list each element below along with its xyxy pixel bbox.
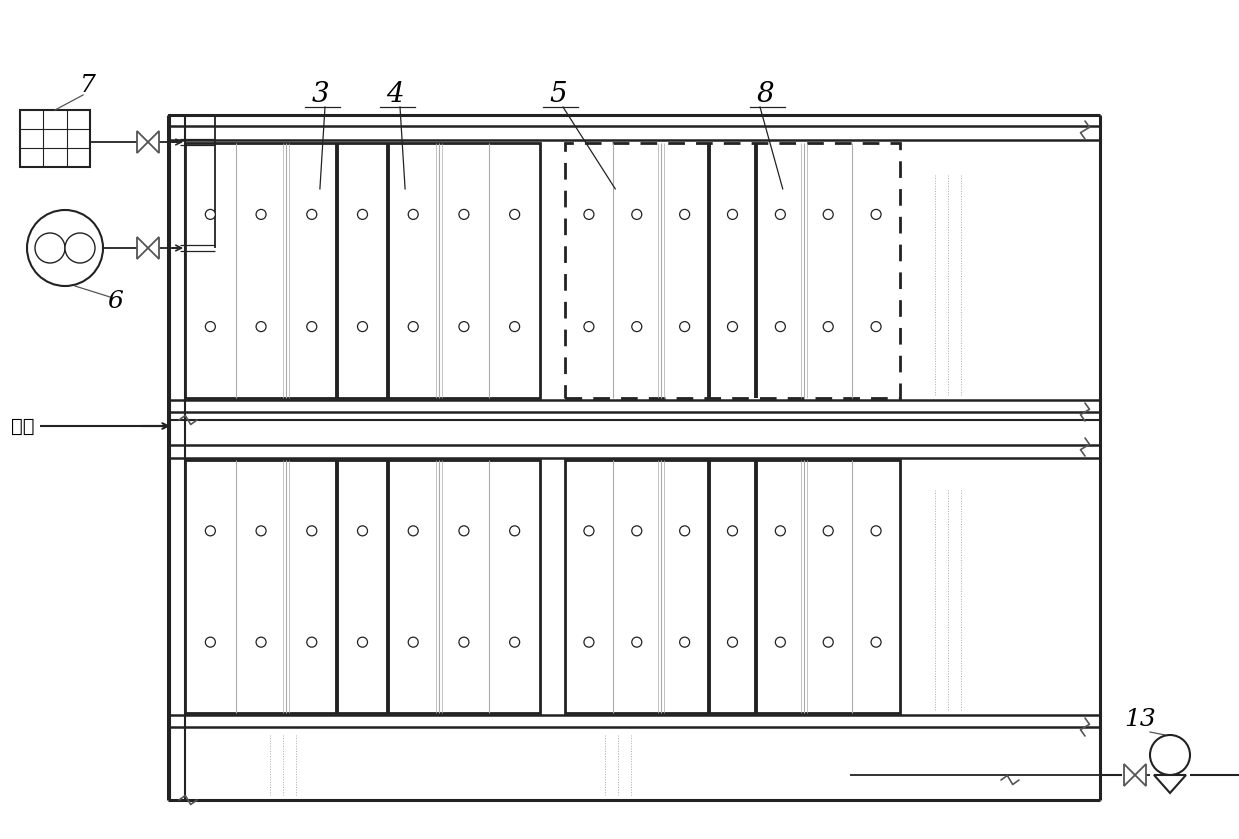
- Circle shape: [509, 526, 519, 536]
- Circle shape: [727, 210, 737, 220]
- Circle shape: [776, 526, 786, 536]
- Text: 6: 6: [107, 290, 123, 314]
- Circle shape: [823, 210, 833, 220]
- Circle shape: [776, 637, 786, 647]
- Circle shape: [776, 210, 786, 220]
- Circle shape: [632, 637, 642, 647]
- Bar: [185, 143, 540, 398]
- Circle shape: [206, 526, 216, 536]
- Circle shape: [458, 210, 468, 220]
- Circle shape: [823, 526, 833, 536]
- Circle shape: [632, 210, 642, 220]
- Circle shape: [307, 321, 317, 331]
- Text: 3: 3: [311, 81, 328, 108]
- Bar: [565, 143, 900, 398]
- Circle shape: [206, 210, 216, 220]
- Circle shape: [64, 233, 95, 263]
- Circle shape: [727, 526, 737, 536]
- Polygon shape: [1124, 764, 1146, 786]
- Circle shape: [871, 637, 881, 647]
- Circle shape: [680, 526, 690, 536]
- Text: 13: 13: [1124, 708, 1156, 732]
- Polygon shape: [138, 237, 159, 259]
- Text: 5: 5: [549, 81, 566, 108]
- Circle shape: [27, 210, 103, 286]
- Circle shape: [458, 526, 468, 536]
- Bar: [565, 460, 900, 713]
- Polygon shape: [138, 131, 159, 153]
- Circle shape: [632, 526, 642, 536]
- Circle shape: [727, 637, 737, 647]
- Circle shape: [632, 321, 642, 331]
- Circle shape: [408, 526, 419, 536]
- Circle shape: [256, 210, 266, 220]
- Text: 8: 8: [756, 81, 774, 108]
- Circle shape: [871, 526, 881, 536]
- Circle shape: [823, 637, 833, 647]
- Circle shape: [584, 637, 593, 647]
- Circle shape: [408, 210, 419, 220]
- Circle shape: [584, 526, 593, 536]
- Circle shape: [509, 321, 519, 331]
- Circle shape: [408, 637, 419, 647]
- Text: 进水: 进水: [11, 416, 35, 435]
- Bar: [185, 460, 540, 713]
- Circle shape: [1150, 735, 1189, 775]
- Text: 4: 4: [387, 81, 404, 108]
- Circle shape: [509, 637, 519, 647]
- Circle shape: [584, 210, 593, 220]
- Circle shape: [358, 637, 368, 647]
- Circle shape: [256, 321, 266, 331]
- Circle shape: [680, 210, 690, 220]
- Circle shape: [256, 526, 266, 536]
- Circle shape: [256, 637, 266, 647]
- Circle shape: [458, 637, 468, 647]
- Polygon shape: [1154, 775, 1186, 793]
- Circle shape: [307, 526, 317, 536]
- Circle shape: [584, 321, 593, 331]
- Circle shape: [680, 321, 690, 331]
- Circle shape: [727, 321, 737, 331]
- Circle shape: [823, 321, 833, 331]
- Circle shape: [358, 321, 368, 331]
- Circle shape: [408, 321, 419, 331]
- Circle shape: [871, 321, 881, 331]
- Circle shape: [206, 321, 216, 331]
- Circle shape: [458, 321, 468, 331]
- Circle shape: [307, 210, 317, 220]
- Circle shape: [358, 210, 368, 220]
- Circle shape: [871, 210, 881, 220]
- Circle shape: [680, 637, 690, 647]
- Circle shape: [509, 210, 519, 220]
- Circle shape: [35, 233, 64, 263]
- Circle shape: [206, 637, 216, 647]
- Circle shape: [307, 637, 317, 647]
- Circle shape: [776, 321, 786, 331]
- Bar: [20, 110, 90, 167]
- Circle shape: [358, 526, 368, 536]
- Text: 7: 7: [81, 74, 95, 96]
